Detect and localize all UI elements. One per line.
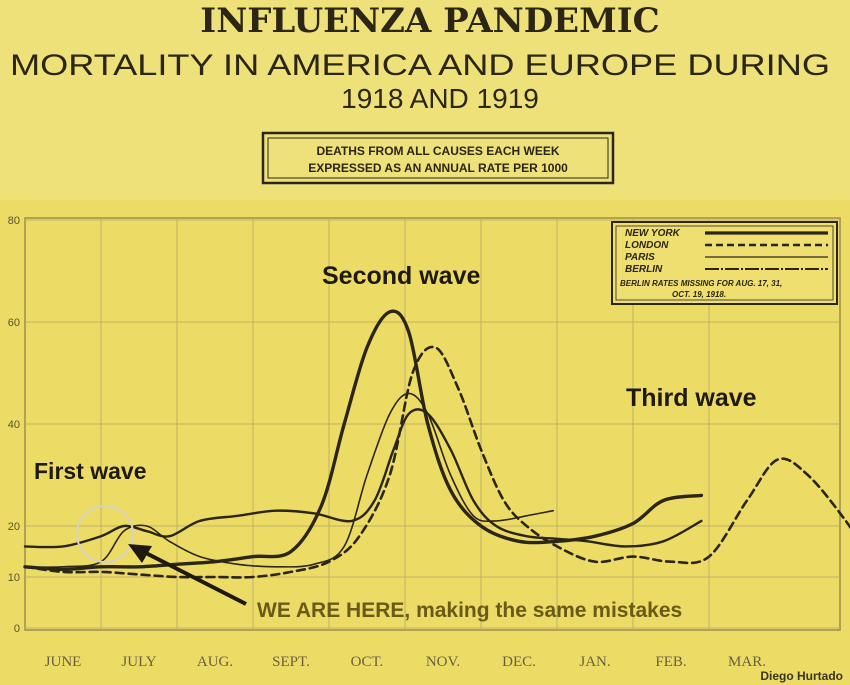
x-month-label: OCT. (351, 654, 384, 670)
x-month-label: AUG. (197, 654, 233, 670)
legend-label-paris: PARIS (625, 252, 655, 263)
y-tick-label: 0 (14, 623, 20, 635)
legend-label-london: LONDON (625, 240, 669, 251)
y-tick-label: 10 (8, 572, 20, 584)
x-month-label: DEC. (502, 654, 536, 670)
x-month-label: JAN. (579, 654, 610, 670)
description-line-1: DEATHS FROM ALL CAUSES EACH WEEK (316, 144, 559, 158)
x-month-label: NOV. (426, 654, 460, 670)
legend: NEW YORK LONDON PARIS BERLIN BERLIN RATE… (612, 222, 837, 304)
chart-title: INFLUENZA PANDEMIC (200, 1, 659, 41)
y-tick-label: 20 (8, 521, 20, 533)
y-tick-label: 60 (8, 317, 20, 329)
legend-label-berlin: BERLIN (625, 264, 663, 275)
y-tick-label: 40 (8, 419, 20, 431)
description-line-2: EXPRESSED AS AN ANNUAL RATE PER 1000 (308, 161, 568, 175)
legend-note-line-2: OCT. 19, 1918. (672, 290, 726, 299)
annotation-second-wave: Second wave (322, 262, 480, 290)
annotation-we-are-here: WE ARE HERE, making the same mistakes (257, 599, 682, 622)
legend-label-new-york: NEW YORK (625, 228, 681, 239)
y-tick-label: 80 (8, 215, 20, 227)
annotation-first-wave: First wave (34, 458, 147, 484)
credit-text: Diego Hurtado (760, 669, 843, 683)
x-month-label: MAR. (728, 654, 766, 670)
legend-note-line-1: BERLIN RATES MISSING FOR AUG. 17, 31, (620, 279, 782, 288)
x-month-label: JULY (121, 654, 156, 670)
chart-subtitle-line-1: MORTALITY IN AMERICA AND EUROPE DURING (10, 49, 830, 82)
x-month-label: JUNE (45, 654, 82, 670)
chart-subtitle-line-2: 1918 AND 1919 (341, 83, 539, 114)
x-month-label: FEB. (655, 654, 686, 670)
annotation-third-wave: Third wave (626, 384, 757, 412)
x-month-label: SEPT. (272, 654, 310, 670)
